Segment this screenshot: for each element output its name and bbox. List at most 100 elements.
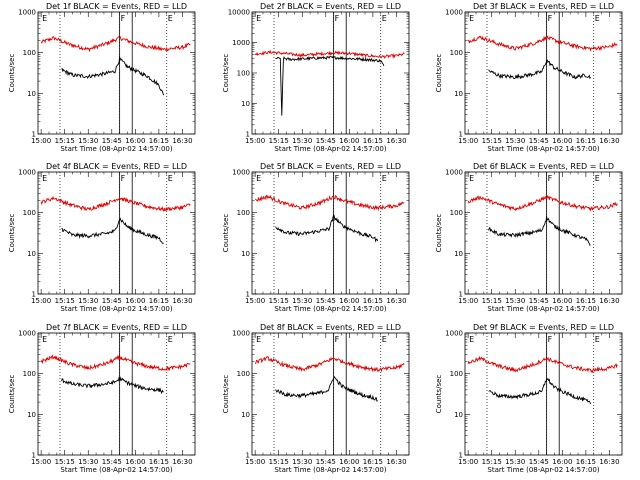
y-tick-label: 10 — [241, 411, 250, 419]
x-axis-label: Start Time (08-Apr-02 14:57:00) — [487, 466, 599, 474]
chart-panel: Det 1f BLACK = Events, RED = LLD 1 10 100 10… — [8, 2, 196, 153]
interval-marker-label: E — [382, 174, 387, 183]
interval-marker-label: E — [42, 14, 47, 23]
x-tick-label: 15:30 — [292, 458, 312, 466]
interval-marker-label: E — [256, 174, 261, 183]
lld-series-line — [467, 355, 618, 374]
interval-marker-label: E — [382, 335, 387, 344]
events-series-line — [275, 375, 378, 403]
x-tick-label: 16:30 — [599, 137, 619, 145]
interval-marker-label: F — [335, 335, 340, 344]
x-tick-label: 16:30 — [599, 458, 619, 466]
chart-panel: Det 7f BLACK = Events, RED = LLD 1 10 100 10… — [8, 323, 196, 474]
chart-title: Det 2f BLACK = Events, RED = LLD — [260, 2, 401, 11]
x-tick-label: 15:00 — [458, 297, 478, 305]
x-tick-label: 16:30 — [386, 137, 406, 145]
interval-marker-label: F — [548, 14, 553, 23]
y-tick-label: 1 — [246, 131, 250, 139]
interval-marker-label: E — [256, 14, 261, 23]
y-tick-label: 100 — [23, 49, 36, 57]
plot-frame — [37, 11, 196, 135]
x-axis-label: Start Time (08-Apr-02 14:57:00) — [487, 145, 599, 153]
x-tick-label: 15:15 — [269, 137, 289, 145]
x-tick-label: 16:15 — [149, 137, 169, 145]
y-tick-label: 10 — [454, 411, 463, 419]
x-tick-label: 15:15 — [482, 458, 502, 466]
plot-frame — [37, 171, 196, 295]
y-tick-label: 1 — [246, 452, 250, 460]
events-series-line — [488, 59, 591, 80]
x-tick-label: 15:45 — [529, 458, 549, 466]
x-tick-label: 16:30 — [599, 297, 619, 305]
interval-marker-label: E — [168, 335, 173, 344]
x-tick-label: 15:15 — [269, 458, 289, 466]
x-tick-label: 15:30 — [292, 297, 312, 305]
chart-title: Det 4f BLACK = Events, RED = LLD — [46, 162, 187, 171]
interval-marker-label: E — [595, 14, 600, 23]
y-tick-label: 10 — [454, 90, 463, 98]
y-axis-label: Counts/sec — [222, 54, 230, 93]
y-tick-label: 10 — [27, 411, 36, 419]
interval-marker-label: E — [469, 14, 474, 23]
x-tick-label: 15:15 — [55, 137, 75, 145]
x-tick-label: 16:15 — [576, 458, 596, 466]
interval-marker-label: F — [121, 14, 126, 23]
y-axis-label: Counts/sec — [435, 214, 443, 253]
x-tick-label: 16:15 — [149, 297, 169, 305]
plot-frame — [251, 332, 410, 456]
y-tick-label: 10 — [241, 250, 250, 258]
chart-panel: Det 4f BLACK = Events, RED = LLD 1 10 100 10… — [8, 162, 196, 313]
interval-marker-label: E — [382, 14, 387, 23]
plot-frame — [464, 171, 623, 295]
plot-frame — [464, 11, 623, 135]
x-tick-label: 16:00 — [552, 297, 572, 305]
y-tick-label: 1000 — [18, 9, 36, 17]
interval-marker-label: F — [121, 174, 126, 183]
lld-series-line — [467, 35, 618, 52]
interval-marker-label: F — [335, 14, 340, 23]
x-tick-label: 16:30 — [172, 458, 192, 466]
lld-series-line — [254, 49, 405, 59]
interval-marker-label: E — [469, 174, 474, 183]
interval-marker-label: F — [335, 174, 340, 183]
events-series-line — [275, 55, 385, 116]
chart-panel: Det 6f BLACK = Events, RED = LLD 1 10 100 10… — [435, 162, 623, 313]
chart-panel: Det 8f BLACK = Events, RED = LLD 1 10 100 10… — [222, 323, 410, 474]
x-tick-label: 16:00 — [125, 137, 145, 145]
events-series-line — [488, 377, 592, 405]
x-tick-label: 15:15 — [55, 297, 75, 305]
x-tick-label: 15:00 — [458, 137, 478, 145]
y-tick-label: 10 — [27, 90, 36, 98]
x-tick-label: 16:00 — [552, 137, 572, 145]
lld-series-line — [254, 355, 405, 373]
events-series-line — [61, 376, 164, 395]
x-tick-label: 15:45 — [316, 137, 336, 145]
x-tick-label: 15:00 — [31, 137, 51, 145]
x-tick-label: 15:30 — [292, 137, 312, 145]
y-tick-label: 10 — [27, 250, 36, 258]
x-tick-label: 15:15 — [482, 297, 502, 305]
interval-marker-label: E — [595, 335, 600, 344]
x-axis-label: Start Time (08-Apr-02 14:57:00) — [60, 305, 172, 313]
interval-marker-label: E — [168, 174, 173, 183]
events-series-line — [61, 55, 165, 96]
x-tick-label: 16:15 — [363, 137, 383, 145]
x-axis-label: Start Time (08-Apr-02 14:57:00) — [274, 305, 386, 313]
events-series-line — [488, 216, 591, 246]
events-series-line — [61, 217, 164, 245]
y-tick-label: 100 — [450, 370, 463, 378]
x-tick-label: 16:00 — [339, 137, 359, 145]
interval-marker-label: E — [469, 335, 474, 344]
x-tick-label: 15:00 — [31, 458, 51, 466]
chart-title: Det 9f BLACK = Events, RED = LLD — [473, 323, 614, 332]
y-tick-label: 1000 — [232, 330, 250, 338]
chart-panel: Det 5f BLACK = Events, RED = LLD 1 10 100 10… — [222, 162, 410, 313]
x-tick-label: 16:15 — [149, 458, 169, 466]
x-tick-label: 15:15 — [482, 137, 502, 145]
lld-series-line — [255, 194, 405, 212]
y-tick-label: 100 — [23, 370, 36, 378]
x-tick-label: 15:00 — [245, 297, 265, 305]
x-tick-label: 15:45 — [529, 137, 549, 145]
interval-marker-label: F — [548, 335, 553, 344]
